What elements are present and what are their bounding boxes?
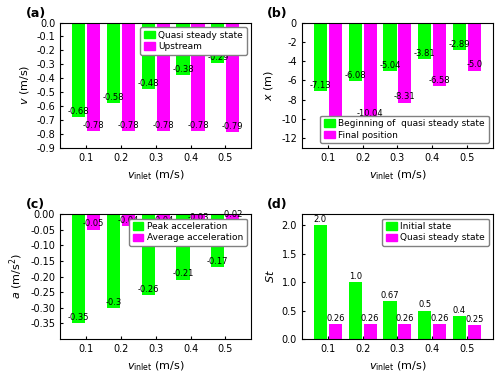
Legend: Quasi steady state, Upstream: Quasi steady state, Upstream (140, 27, 247, 55)
Text: -0.17: -0.17 (207, 257, 229, 266)
Bar (107, 22, 120, 103)
Bar (226, 214, 239, 220)
Bar (211, 22, 224, 63)
Bar (364, 22, 376, 119)
Text: -0.21: -0.21 (172, 269, 194, 279)
Text: -8.31: -8.31 (394, 92, 415, 101)
Bar (453, 22, 466, 51)
Text: 0.5: 0.5 (418, 300, 432, 309)
Text: (d): (d) (268, 198, 288, 212)
X-axis label: $v_{\rm inlet}$ (m/s): $v_{\rm inlet}$ (m/s) (368, 168, 426, 182)
Text: 0.4: 0.4 (453, 306, 466, 315)
Bar (384, 22, 396, 71)
Bar (418, 22, 432, 59)
Y-axis label: $a$ (m/s$^2$): $a$ (m/s$^2$) (7, 253, 24, 299)
Bar (211, 214, 224, 267)
Text: -0.68: -0.68 (68, 107, 90, 116)
Text: -0.03: -0.03 (187, 213, 208, 222)
Bar (87, 214, 101, 230)
Bar (87, 22, 101, 131)
Bar (192, 214, 204, 223)
Bar (107, 214, 120, 308)
Y-axis label: $x$ (m): $x$ (m) (262, 70, 276, 101)
Bar (418, 310, 432, 339)
Bar (72, 214, 86, 323)
Bar (468, 325, 481, 339)
Legend: Peak acceleration, Average acceleration: Peak acceleration, Average acceleration (129, 218, 247, 246)
Bar (398, 324, 411, 339)
Bar (328, 22, 342, 136)
Text: -0.04: -0.04 (118, 216, 139, 225)
Bar (122, 22, 135, 131)
Text: -7.13: -7.13 (310, 81, 331, 90)
Bar (122, 214, 135, 226)
Bar (468, 22, 481, 71)
Bar (72, 22, 86, 117)
X-axis label: $v_{\rm inlet}$ (m/s): $v_{\rm inlet}$ (m/s) (127, 168, 184, 182)
Text: -11.76: -11.76 (322, 125, 349, 135)
Bar (328, 324, 342, 339)
Text: 0.25: 0.25 (466, 315, 483, 324)
Text: (c): (c) (26, 198, 45, 212)
Bar (453, 316, 466, 339)
Text: -0.48: -0.48 (138, 79, 159, 88)
Bar (348, 282, 362, 339)
Text: 1.0: 1.0 (348, 272, 362, 281)
Bar (433, 324, 446, 339)
Text: -0.05: -0.05 (83, 219, 104, 228)
Bar (384, 301, 396, 339)
Text: -0.78: -0.78 (187, 121, 209, 130)
Y-axis label: $v$ (m/s): $v$ (m/s) (18, 65, 31, 105)
Text: 2.0: 2.0 (314, 215, 327, 224)
Text: -5.0: -5.0 (466, 60, 482, 70)
Text: (b): (b) (268, 7, 288, 20)
Bar (176, 214, 190, 280)
Bar (156, 214, 170, 226)
Text: 0.26: 0.26 (430, 314, 449, 323)
Bar (156, 22, 170, 131)
Text: -6.08: -6.08 (344, 71, 366, 80)
Text: -0.26: -0.26 (138, 285, 159, 294)
X-axis label: $v_{\rm inlet}$ (m/s): $v_{\rm inlet}$ (m/s) (368, 359, 426, 373)
Text: -0.29: -0.29 (207, 53, 229, 62)
Bar (226, 22, 239, 132)
Text: -0.35: -0.35 (68, 313, 90, 322)
Text: -0.79: -0.79 (222, 122, 244, 131)
Text: -0.3: -0.3 (106, 298, 122, 307)
Text: -0.02: -0.02 (222, 210, 244, 219)
Legend: Initial state, Quasi steady state: Initial state, Quasi steady state (382, 218, 488, 246)
Y-axis label: $St$: $St$ (264, 270, 276, 283)
Legend: Beginning of  quasi steady state, Final position: Beginning of quasi steady state, Final p… (320, 116, 488, 143)
Text: (a): (a) (26, 7, 46, 20)
X-axis label: $v_{\rm inlet}$ (m/s): $v_{\rm inlet}$ (m/s) (127, 359, 184, 373)
Bar (348, 22, 362, 81)
Bar (364, 324, 376, 339)
Bar (142, 214, 155, 295)
Text: -5.04: -5.04 (379, 61, 400, 70)
Text: -2.89: -2.89 (448, 40, 470, 49)
Text: -10.04: -10.04 (357, 109, 384, 118)
Bar (433, 22, 446, 86)
Text: 0.26: 0.26 (326, 314, 344, 323)
Bar (192, 22, 204, 131)
Text: -3.81: -3.81 (414, 49, 436, 58)
Text: -0.38: -0.38 (172, 65, 194, 74)
Bar (398, 22, 411, 103)
Text: -0.04: -0.04 (152, 216, 174, 225)
Text: 0.67: 0.67 (380, 291, 399, 300)
Bar (314, 22, 327, 91)
Text: -0.78: -0.78 (152, 121, 174, 130)
Bar (142, 22, 155, 89)
Text: -0.78: -0.78 (118, 121, 139, 130)
Bar (314, 225, 327, 339)
Text: 0.26: 0.26 (396, 314, 414, 323)
Bar (176, 22, 190, 75)
Text: 0.26: 0.26 (361, 314, 380, 323)
Text: -0.58: -0.58 (102, 93, 124, 102)
Text: -0.78: -0.78 (83, 121, 104, 130)
Text: -6.58: -6.58 (429, 76, 450, 85)
